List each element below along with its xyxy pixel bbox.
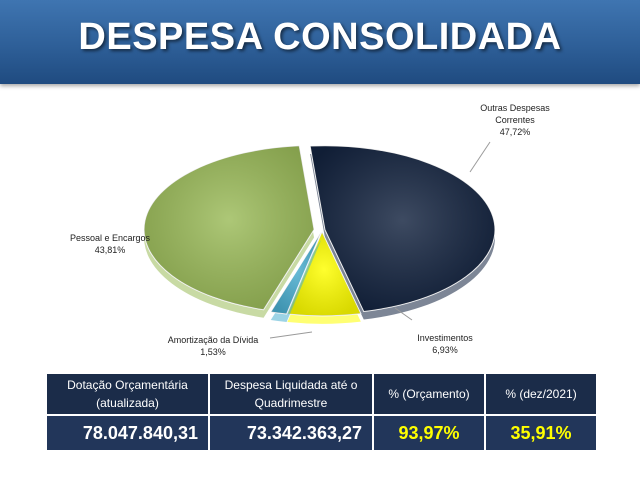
summary-table: Dotação Orçamentária (atualizada) Despes…	[45, 372, 598, 452]
pie-chart	[143, 141, 496, 339]
value-orcamento: 93,97%	[372, 414, 486, 452]
value-despesa-liquidada: 73.342.363,27	[208, 414, 374, 452]
header-dotacao: Dotação Orçamentária (atualizada)	[45, 372, 210, 416]
label-investimentos: Investimentos 6,93%	[417, 333, 473, 355]
slice-pessoal-encargos-shading	[144, 145, 315, 310]
page-title: DESPESA CONSOLIDADA	[78, 16, 562, 58]
slice-amortizacao-shading	[270, 231, 322, 314]
header-despesa-liquidada: Despesa Liquidada até o Quadrimestre	[208, 372, 374, 416]
slice-investimentos-shading	[287, 231, 361, 316]
label-pessoal-encargos: Pessoal e Encargos 43,81%	[69, 233, 151, 255]
title-banner: DESPESA CONSOLIDADA	[0, 0, 640, 84]
summary-values-row: 78.047.840,31 73.342.363,27 93,97% 35,91…	[45, 414, 598, 452]
slice-outras-despesas-shading	[310, 145, 495, 312]
header-orcamento: % (Orçamento)	[372, 372, 486, 416]
leader-line-investimentos	[394, 307, 413, 321]
value-dez-2021: 35,91%	[484, 414, 598, 452]
label-amortizacao: Amortização da Dívida 1,53%	[167, 335, 259, 357]
summary-header-row: Dotação Orçamentária (atualizada) Despes…	[45, 372, 598, 416]
leader-line-amortizacao	[269, 331, 313, 339]
label-outras-despesas: Outras Despesas Correntes 47,72%	[480, 103, 550, 137]
header-dez-2021: % (dez/2021)	[484, 372, 598, 416]
leader-line-outras	[469, 141, 491, 173]
value-dotacao: 78.047.840,31	[45, 414, 210, 452]
